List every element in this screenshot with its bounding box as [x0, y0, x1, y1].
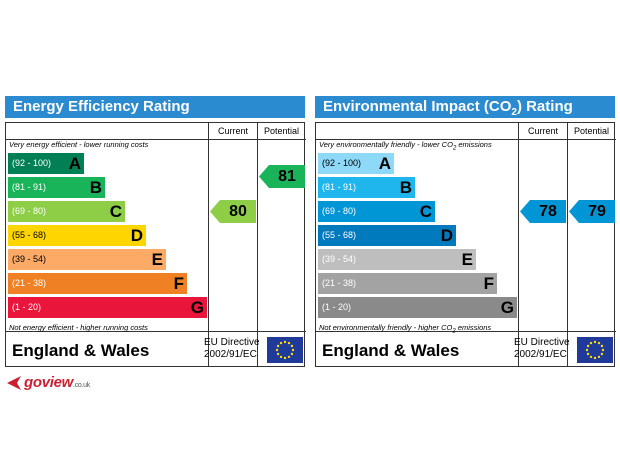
band-f: (21 - 38) F [318, 273, 497, 294]
band-letter: F [483, 274, 494, 293]
band-g: (1 - 20) G [318, 297, 517, 318]
current-rating-marker: 78 [520, 200, 566, 223]
top-caption: Very energy efficient - lower running co… [9, 140, 149, 149]
band-a: (92 - 100) A [8, 153, 84, 174]
column-potential: Potential [573, 126, 610, 136]
band-e: (39 - 54) E [318, 249, 476, 270]
band-e: (39 - 54) E [8, 249, 166, 270]
band-range-label: (1 - 20) [12, 302, 42, 312]
footer-directive: EU Directive 2002/91/EC [514, 337, 570, 360]
band-letter: B [89, 178, 102, 197]
column-current: Current [527, 126, 558, 136]
band-c: (69 - 80) C [8, 201, 125, 222]
band-letter: D [130, 226, 143, 245]
band-letter: B [399, 178, 412, 197]
current-rating-value: 80 [229, 203, 247, 220]
band-range-label: (55 - 68) [322, 230, 357, 240]
band-letter: E [461, 250, 473, 269]
band-range-label: (69 - 80) [322, 206, 357, 216]
band-letter: C [419, 202, 432, 221]
band-b: (81 - 91) B [8, 177, 105, 198]
potential-rating-value: 79 [588, 203, 606, 220]
band-range-label: (39 - 54) [322, 254, 357, 264]
band-c: (69 - 80) C [318, 201, 435, 222]
band-range-label: (81 - 91) [322, 182, 357, 192]
band-range-label: (81 - 91) [12, 182, 47, 192]
band-b: (81 - 91) B [318, 177, 415, 198]
potential-arrow-shape [569, 200, 615, 223]
band-f: (21 - 38) F [8, 273, 187, 294]
eu-flag-icon [577, 337, 613, 363]
current-rating-value: 78 [539, 203, 557, 220]
footer-directive: EU Directive 2002/91/EC [204, 337, 260, 360]
band-range-label: (21 - 38) [322, 278, 357, 288]
potential-rating-marker: 81 [259, 165, 305, 188]
band-d: (55 - 68) D [318, 225, 456, 246]
band-range-label: (69 - 80) [12, 206, 47, 216]
current-rating-marker: 80 [210, 200, 256, 223]
potential-rating-value: 81 [278, 168, 296, 185]
band-letter: E [151, 250, 163, 269]
chart-frame: Current Potential Very energy efficient … [5, 122, 306, 367]
column-potential: Potential [263, 126, 300, 136]
band-a: (92 - 100) A [318, 153, 394, 174]
band-letter: A [68, 154, 81, 173]
bottom-caption: Not energy efficient - higher running co… [9, 323, 148, 332]
band-range-label: (92 - 100) [12, 158, 52, 168]
band-letter: G [500, 298, 514, 317]
band-range-label: (1 - 20) [322, 302, 352, 312]
top-caption: Very environmentally friendly - lower CO… [319, 140, 492, 152]
bottom-caption: Not environmentally friendly - higher CO… [319, 323, 492, 335]
footer-region: England & Wales [12, 341, 150, 360]
band-d: (55 - 68) D [8, 225, 146, 246]
footer-region: England & Wales [322, 341, 460, 360]
logo-arrow-icon [7, 376, 21, 390]
current-arrow-shape [520, 200, 566, 223]
band-g: (1 - 20) G [8, 297, 207, 318]
band-letter: A [378, 154, 391, 173]
logo-text: goview.co.uk [24, 374, 90, 391]
chart-title: Energy Efficiency Rating [5, 96, 305, 118]
band-letter: G [190, 298, 204, 317]
band-range-label: (21 - 38) [12, 278, 47, 288]
band-letter: F [173, 274, 184, 293]
eu-flag-icon [267, 337, 303, 363]
current-arrow-shape [210, 200, 256, 223]
band-range-label: (55 - 68) [12, 230, 47, 240]
column-current: Current [217, 126, 248, 136]
band-letter: C [109, 202, 122, 221]
band-range-label: (39 - 54) [12, 254, 47, 264]
band-range-label: (92 - 100) [322, 158, 362, 168]
potential-arrow-shape [259, 165, 305, 188]
chart-title: Environmental Impact (CO2) Rating [315, 96, 615, 118]
potential-rating-marker: 79 [569, 200, 615, 223]
band-letter: D [440, 226, 453, 245]
chart-frame: Current Potential Very environmentally f… [315, 122, 616, 367]
